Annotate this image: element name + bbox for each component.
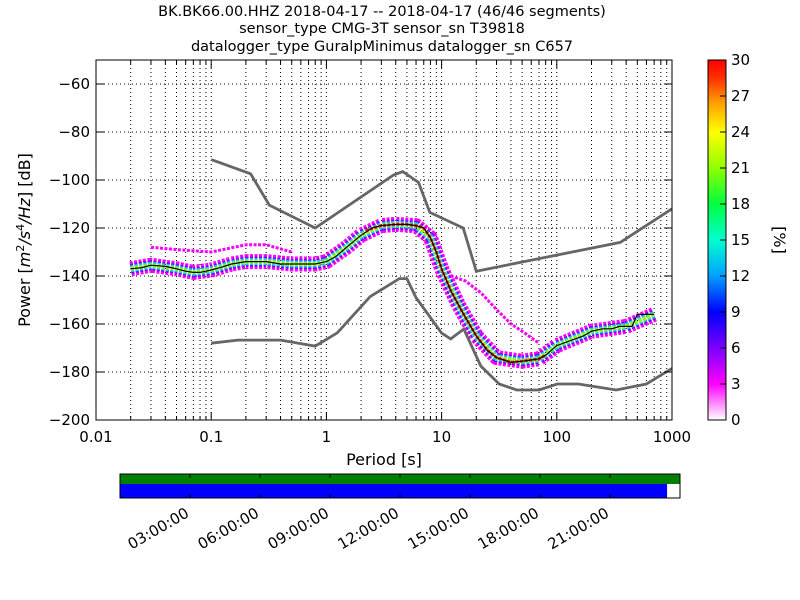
colorbar-tick-label: 12 [731, 267, 750, 285]
colorbar-tick-label: 27 [731, 87, 750, 105]
x-tick-label: 1 [322, 428, 332, 446]
coverage-gap-bar [120, 484, 668, 498]
plot-frame [95, 59, 673, 421]
y-ticks: −200 −180 −160 −140 −120 −100 −80 −60 [49, 75, 672, 429]
colorbar-tick-label: 9 [731, 303, 741, 321]
title-line: sensor_type CMG-3T sensor_sn T39818 [239, 21, 525, 37]
y-tick-label: −200 [49, 411, 90, 429]
mode-line [130, 223, 655, 364]
title-line: datalogger_type GuralpMinimus datalogger… [191, 39, 573, 55]
colorbar-tick-label: 6 [731, 339, 741, 357]
x-tick-label: 10 [432, 428, 451, 446]
density-band [450, 274, 540, 345]
y-label-part: / [15, 238, 34, 247]
y-label-part: 2 [14, 245, 27, 252]
title-line: BK.BK66.00.HHZ 2018-04-17 -- 2018-04-17 … [158, 4, 606, 20]
x-ticks: 0.01 0.1 1 10 100 1000 [79, 60, 691, 446]
colorbar-tick-label: 21 [731, 159, 750, 177]
colorbar-label: [%] [770, 226, 789, 254]
y-label-part: Hz [15, 197, 34, 218]
mode-curve [130, 223, 655, 364]
time-tick-label: 09:00:00 [265, 504, 332, 553]
y-tick-label: −140 [49, 267, 90, 285]
y-tick-label: −120 [49, 219, 90, 237]
x-tick-label: 100 [542, 428, 571, 446]
colorbar-tick-label: 24 [731, 123, 750, 141]
y-label-part: Power [ [15, 267, 34, 327]
y-tick-label: −180 [49, 363, 90, 381]
x-tick-label: 0.01 [79, 428, 112, 446]
time-tick-label: 18:00:00 [475, 504, 542, 553]
y-label-part: m [15, 252, 34, 268]
time-tick-label: 15:00:00 [405, 504, 472, 553]
coverage-panel: 03:00:00 06:00:00 09:00:00 12:00:00 15:00:00… [119, 473, 681, 553]
time-tick-label: 03:00:00 [125, 504, 192, 553]
y-tick-label: −100 [49, 171, 90, 189]
time-tick-label: 21:00:00 [545, 504, 612, 553]
x-axis-label: Period [s] [346, 450, 422, 469]
colorbar-tick-label: 18 [731, 195, 750, 213]
y-tick-label: −80 [58, 123, 90, 141]
plot-background [96, 60, 672, 420]
colorbar-tick-label: 15 [731, 231, 750, 249]
y-label-part: / [15, 217, 34, 226]
y-label-part: ] [dB] [15, 153, 34, 198]
y-tick-label: −160 [49, 315, 90, 333]
y-tick-label: −60 [58, 75, 90, 93]
colorbar-tick-label: 30 [731, 51, 750, 69]
time-tick-label: 12:00:00 [335, 504, 402, 553]
noise-model-line [210, 158, 672, 273]
colorbar: 0 3 6 9 12 15 18 21 24 27 30 [%] [707, 51, 789, 429]
x-tick-label: 0.1 [199, 428, 223, 446]
density-band [150, 243, 293, 254]
chart-title: BK.BK66.00.HHZ 2018-04-17 -- 2018-04-17 … [158, 4, 606, 55]
y-label-part: 4 [14, 224, 27, 231]
coverage-data-bar [120, 474, 680, 484]
colorbar-tick-label: 0 [731, 411, 741, 429]
x-tick-label: 1000 [653, 428, 691, 446]
colorbar-tick-label: 3 [731, 375, 741, 393]
colorbar-ticks: 0 3 6 9 12 15 18 21 24 27 30 [720, 51, 750, 429]
plot-area: 0.01 0.1 1 10 100 1000 −200 −180 −160 −140 −120 −1… [49, 59, 691, 446]
time-tick-label: 06:00:00 [195, 504, 262, 553]
y-axis-label: Power [m2/s4/Hz] [dB] [14, 153, 34, 327]
noise-models [210, 158, 672, 392]
y-label-part: s [15, 231, 34, 239]
noise-model-line [211, 277, 672, 392]
